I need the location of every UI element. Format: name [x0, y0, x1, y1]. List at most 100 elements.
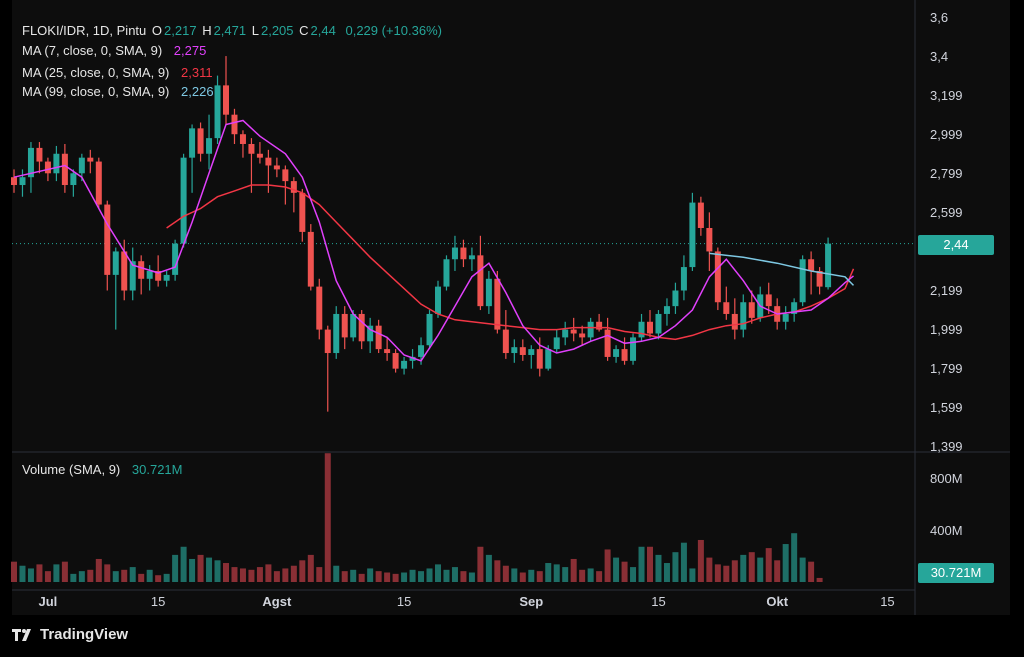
volume-bar	[223, 563, 229, 582]
volume-bar	[562, 567, 569, 582]
volume-legend[interactable]: Volume (SMA, 9) 30.721M	[22, 462, 184, 477]
candle-body	[392, 353, 399, 369]
price-tick-label: 2,999	[930, 127, 963, 142]
volume-bar	[367, 568, 374, 582]
volume-bar	[214, 560, 221, 582]
time-tick-label: 15	[880, 594, 894, 609]
volume-bar	[426, 568, 433, 582]
candle-body	[731, 313, 738, 330]
candle-body	[545, 349, 552, 369]
volume-bar	[468, 572, 475, 582]
open-value: 2,217	[164, 23, 197, 38]
volume-bar	[180, 546, 187, 582]
candle-body	[502, 329, 509, 354]
volume-bar	[621, 561, 628, 582]
volume-bar	[104, 564, 111, 582]
ma7-value: 2,275	[173, 43, 207, 58]
ma25-label: MA (25, close, 0, SMA, 9)	[22, 65, 170, 80]
ma25-line	[166, 184, 855, 341]
tradingview-logo[interactable]: TradingView	[12, 626, 128, 643]
candle-body	[231, 114, 238, 135]
candle-body	[460, 247, 467, 260]
candle-body	[494, 278, 501, 330]
candle-body	[426, 313, 433, 346]
candle-body	[265, 157, 272, 166]
candle-body	[350, 313, 357, 338]
volume-bar	[36, 564, 43, 582]
time-tick-label: 15	[151, 594, 165, 609]
candlestick-chart[interactable]: 3,6 3,4 3,199 2,999 2,799 2,599 2,199 1,999 1,79…	[0, 0, 1024, 615]
time-tick-label: Jul	[39, 594, 58, 609]
volume-bar	[435, 564, 441, 582]
price-tick-label: 2,199	[930, 283, 963, 298]
candle-body	[44, 161, 51, 174]
candle-body	[587, 321, 594, 338]
price-tick-label: 1,399	[930, 439, 963, 454]
volume-bar	[273, 571, 280, 582]
volume-bar	[307, 554, 314, 582]
volume-bar	[375, 571, 382, 582]
candle-body	[70, 173, 77, 186]
volume-bar	[774, 560, 781, 582]
candle-body	[87, 157, 94, 162]
candle-body	[621, 349, 628, 361]
candle-body	[121, 251, 128, 291]
candle-body	[206, 138, 213, 154]
time-tick-label: Sep	[519, 594, 543, 609]
volume-bar	[714, 564, 721, 582]
candle-body	[468, 255, 475, 260]
volume-tick-label: 400M	[930, 523, 963, 538]
candle-body	[290, 181, 297, 193]
high-value: 2,471	[213, 23, 247, 38]
volume-bar	[206, 557, 213, 582]
candle-body	[78, 157, 85, 174]
candle-body	[816, 270, 823, 287]
volume-bar	[587, 568, 594, 582]
candle-body	[553, 337, 560, 350]
volume-bar	[239, 568, 246, 582]
candle-body	[189, 128, 196, 158]
open-label: O	[151, 23, 163, 38]
volume-bar	[460, 571, 467, 582]
candle-body	[638, 321, 645, 338]
volume-bar	[248, 569, 255, 582]
candles	[11, 56, 832, 412]
volume-bar	[392, 573, 399, 582]
volume-bar	[680, 542, 687, 582]
volume-bar	[324, 453, 331, 582]
volume-bar	[172, 554, 179, 582]
volume-bar	[316, 567, 323, 582]
volume-bar	[638, 546, 645, 582]
candle-body	[214, 85, 221, 139]
time-tick-label: 15	[397, 594, 411, 609]
price-tick-label: 1,999	[930, 322, 963, 337]
ma99-legend[interactable]: MA (99, close, 0, SMA, 9) 2,226	[22, 84, 216, 99]
volume-bars	[11, 453, 823, 582]
candle-body	[197, 128, 204, 154]
change-value: 0,229 (+10.36%)	[345, 23, 442, 38]
ma7-legend[interactable]: MA (7, close, 0, SMA, 9) 2,275	[22, 43, 208, 58]
volume-bar	[409, 569, 416, 582]
volume-label: Volume (SMA, 9)	[22, 462, 121, 477]
ma25-legend[interactable]: MA (25, close, 0, SMA, 9) 2,311	[22, 65, 215, 80]
volume-bar	[748, 552, 755, 582]
candle-body	[630, 337, 637, 361]
ma99-label: MA (99, close, 0, SMA, 9)	[22, 84, 170, 99]
candle-body	[596, 321, 603, 330]
volume-bar	[401, 572, 408, 582]
volume-bar	[502, 565, 509, 582]
price-axis: 3,6 3,4 3,199 2,999 2,799 2,599 2,199 1,999 1,79…	[930, 10, 963, 538]
volume-bar	[451, 567, 458, 582]
ohlc-legend: FLOKI/IDR, 1D, Pintu O 2,217 H 2,471 L 2,20…	[22, 23, 444, 38]
volume-bar	[95, 558, 102, 582]
price-tick-label: 2,599	[930, 205, 963, 220]
volume-bar	[443, 569, 450, 582]
candle-body	[239, 134, 246, 144]
candle-body	[367, 325, 374, 342]
high-label: H	[202, 23, 212, 38]
candle-body	[104, 204, 111, 275]
volume-bar	[350, 569, 357, 582]
volume-bar	[672, 552, 679, 582]
candle-body	[61, 153, 68, 186]
volume-bar	[146, 569, 153, 582]
